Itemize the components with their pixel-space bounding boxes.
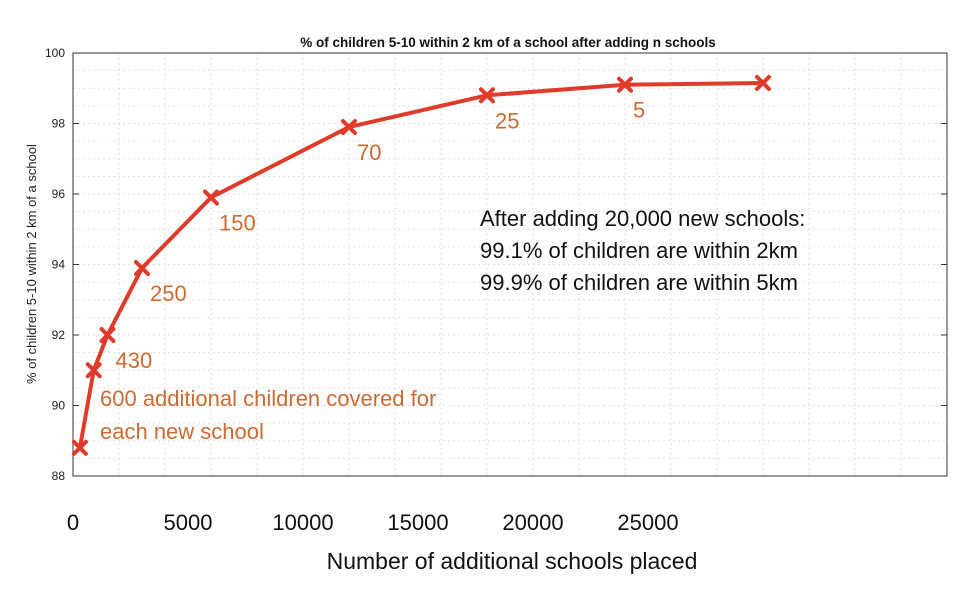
data-point-marker	[99, 327, 116, 343]
data-point-marker	[341, 119, 357, 136]
data-point-marker	[617, 76, 633, 93]
y-tick-label: 96	[52, 187, 66, 201]
point-label: 25	[495, 108, 519, 133]
chart-title: % of children 5-10 within 2 km of a scho…	[300, 35, 716, 50]
x-tick-label: 5000	[164, 510, 213, 535]
point-label: 430	[116, 348, 153, 373]
x-tick-label: 20000	[502, 510, 563, 535]
data-point-marker	[134, 260, 150, 277]
data-point-marker	[85, 362, 102, 379]
point-label: 5	[633, 98, 645, 123]
y-tick-label: 88	[52, 469, 66, 483]
marker-stroke	[203, 189, 219, 206]
x-tick-label: 25000	[617, 510, 678, 535]
y-tick-label: 100	[45, 46, 65, 60]
annotations: 600 additional children covered for each …	[100, 206, 805, 444]
y-axis-label: % of children 5-10 within 2 km of a scho…	[24, 144, 39, 384]
data-point-marker	[755, 74, 771, 91]
coverage-annotation-line: 600 additional children covered for	[100, 386, 436, 411]
axis-ticks: 88 90 92 94 96 98 100 0 5000 10000 15000 20000 25000	[45, 46, 947, 535]
series	[71, 74, 771, 456]
point-label: 250	[150, 281, 187, 306]
summary-annotation-line: 99.1% of children are within 2km	[480, 238, 798, 263]
marker-stroke	[617, 76, 633, 93]
summary-annotation-line: After adding 20,000 new schools:	[480, 206, 805, 231]
x-axis-label: Number of additional schools placed	[327, 548, 698, 574]
data-point-marker	[203, 189, 219, 206]
marker-stroke	[755, 74, 771, 91]
y-tick-label: 94	[52, 258, 66, 272]
coverage-annotation-line: each new school	[100, 419, 264, 444]
x-tick-label: 0	[67, 510, 79, 535]
marker-stroke	[71, 439, 88, 456]
summary-annotation-line: 99.9% of children are within 5km	[480, 270, 798, 295]
data-point-marker	[479, 87, 495, 104]
point-label: 150	[219, 211, 256, 236]
point-label: 70	[357, 140, 381, 165]
marker-stroke	[99, 327, 116, 343]
grid	[73, 53, 947, 476]
data-point-marker	[71, 439, 88, 456]
marker-stroke	[134, 260, 150, 277]
x-tick-label: 10000	[272, 510, 333, 535]
x-tick-label: 15000	[387, 510, 448, 535]
marker-stroke	[341, 119, 357, 136]
marker-stroke	[85, 362, 102, 379]
point-labels: 430 250 150 70 25 5	[116, 98, 646, 373]
marker-stroke	[479, 87, 495, 104]
y-tick-label: 98	[52, 117, 66, 131]
y-tick-label: 92	[52, 328, 66, 342]
y-tick-label: 90	[52, 399, 66, 413]
